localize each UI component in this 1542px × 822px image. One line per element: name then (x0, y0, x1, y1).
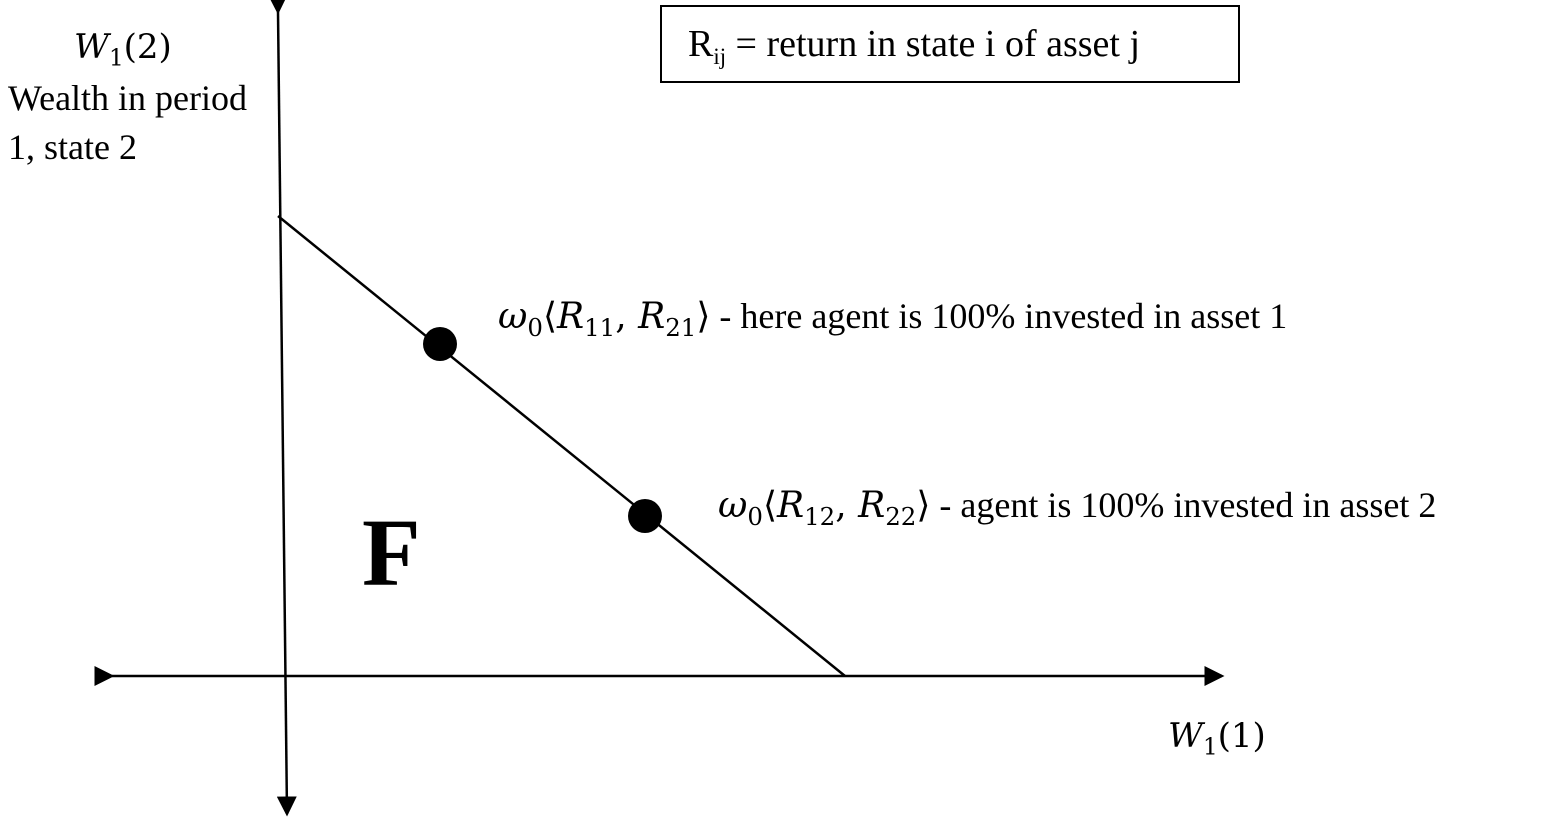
return-symbol-a: R (776, 485, 805, 526)
open-angle-bracket: ⟨ (762, 485, 777, 526)
y-axis (267, 0, 297, 817)
asset2-point-label: ω0⟨R12, R22⟩ - agent is 100% invested in… (718, 487, 1436, 529)
return-symbol-a: R (556, 296, 585, 337)
return-subscript-b: 21 (665, 312, 697, 342)
frontier-line (277, 215, 846, 677)
definition-symbol: R (688, 23, 714, 65)
omega-symbol: ω (498, 296, 528, 337)
omega-symbol: ω (718, 485, 748, 526)
x-axis-symbol-w: W (1168, 716, 1203, 756)
y-axis-caption: Wealth in period 1, state 2 (8, 78, 248, 167)
open-angle-bracket: ⟨ (542, 296, 557, 337)
close-angle-bracket: ⟩ (916, 485, 931, 526)
asset1-description: - here agent is 100% invested in asset 1 (710, 296, 1288, 336)
definition-description: = return in state i of asset j (726, 23, 1141, 65)
asset2-point (628, 499, 662, 533)
asset1-point (423, 327, 457, 361)
close-angle-bracket: ⟩ (696, 296, 711, 337)
y-axis-symbol-w: W (74, 27, 109, 67)
comma: , (835, 485, 859, 526)
return-subscript-a: 11 (584, 312, 616, 342)
definition-text: Rij = return in state i of asset j (688, 25, 1140, 69)
feasible-region-label: F (362, 499, 421, 606)
omega-subscript: 0 (747, 501, 763, 531)
omega-subscript: 0 (527, 312, 543, 342)
return-symbol-b: R (638, 296, 666, 337)
x-axis-symbol-subscript: 1 (1202, 734, 1218, 761)
definition-subscript: ij (713, 43, 727, 69)
return-subscript-b: 22 (885, 501, 917, 531)
x-axis-symbol-arg: (1) (1217, 716, 1266, 756)
y-axis-symbol: W1(2) (74, 30, 172, 71)
definition-box: Rij = return in state i of asset j (660, 5, 1240, 83)
y-axis-symbol-arg: (2) (123, 27, 172, 67)
return-subscript-a: 12 (804, 501, 836, 531)
asset2-description: - agent is 100% invested in asset 2 (930, 485, 1437, 525)
y-axis-symbol-subscript: 1 (108, 45, 124, 72)
comma: , (615, 296, 639, 337)
asset1-point-label: ω0⟨R11, R21⟩ - here agent is 100% invest… (498, 298, 1287, 340)
return-symbol-b: R (858, 485, 886, 526)
x-axis-symbol: W1(1) (1168, 719, 1266, 760)
